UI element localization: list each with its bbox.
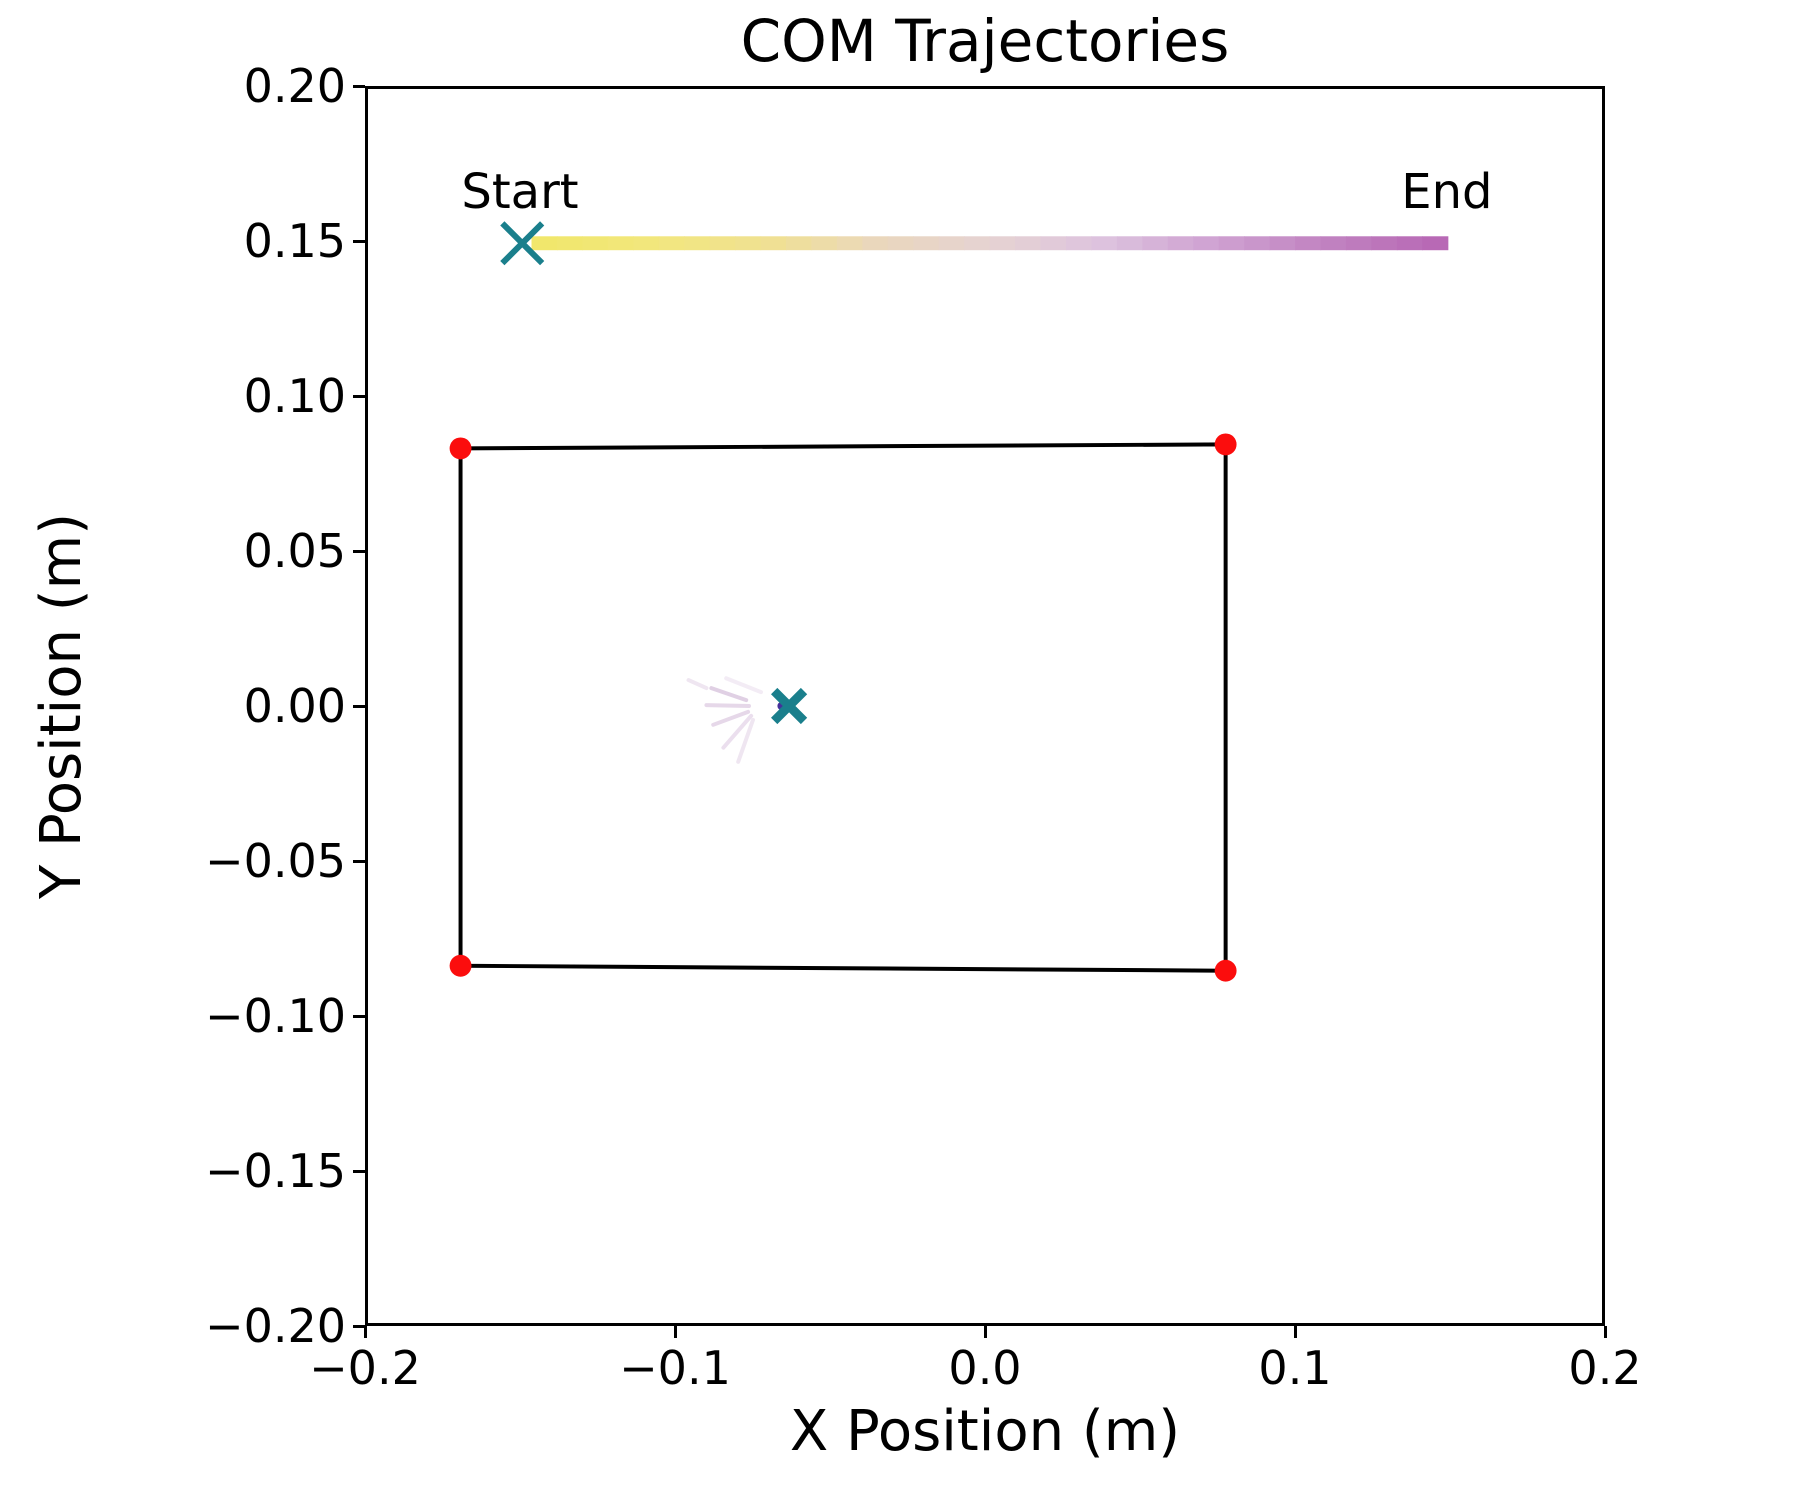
x-tick-mark [1603, 1326, 1607, 1338]
com-trajectory-segment [786, 236, 813, 251]
faint-trajectory [736, 717, 755, 764]
com-trajectory-segment [1015, 236, 1042, 251]
com-trajectory-segment [1345, 236, 1372, 251]
com-trajectory-segment [735, 236, 762, 251]
y-tick-label: −0.20 [205, 1299, 346, 1353]
y-tick-label: −0.10 [205, 989, 346, 1043]
com-trajectory-segment [1244, 236, 1271, 251]
y-axis-label: Y Position (m) [29, 512, 94, 900]
x-tick-label: 0.1 [1258, 1341, 1332, 1395]
com-trajectory-segment [1269, 236, 1296, 251]
x-axis-label: X Position (m) [789, 1399, 1181, 1464]
faint-trajectory [709, 686, 749, 703]
com-trajectory-segment [1396, 236, 1423, 251]
com-trajectory-segment [607, 236, 634, 251]
plot-canvas [449, 221, 1449, 982]
y-tick-label: −0.15 [205, 1144, 346, 1198]
faint-trajectory [711, 709, 751, 727]
x-tick-label: −0.1 [619, 1341, 731, 1395]
y-tick-label: 0.10 [243, 369, 346, 423]
faint-trajectory [686, 678, 709, 691]
start-marker-x [500, 221, 545, 266]
x-tick-mark [363, 1326, 367, 1338]
com-trajectory-segment [1295, 236, 1322, 251]
y-tick-label: −0.05 [205, 834, 346, 888]
support-polygon [458, 442, 1228, 973]
com-trajectory-segment [862, 236, 889, 251]
com-trajectory-segment [684, 236, 711, 251]
com-trajectory-segment [836, 236, 863, 251]
y-tick-mark [353, 704, 365, 708]
x-tick-label: −0.2 [309, 1341, 421, 1395]
center-com-marker-x [771, 687, 808, 725]
y-tick-mark [353, 549, 365, 553]
com-trajectory-segment [1371, 236, 1398, 251]
y-tick-mark [353, 239, 365, 243]
com-trajectory-segment [811, 236, 838, 251]
y-tick-label: 0.05 [243, 524, 346, 578]
faint-trajectory [704, 703, 751, 708]
y-tick-mark [353, 859, 365, 863]
x-tick-label: 0.2 [1568, 1341, 1642, 1395]
com-trajectory-segment [658, 236, 685, 251]
com-trajectory-segment [1320, 236, 1347, 251]
com-trajectory-segment [913, 236, 940, 251]
plot-area [365, 86, 1605, 1326]
chart-title: COM Trajectories [740, 7, 1230, 75]
com-trajectory-segment [531, 236, 558, 251]
start-label: Start [461, 164, 579, 221]
x-tick-mark [1293, 1326, 1297, 1338]
support-corner-point [449, 437, 472, 460]
support-corner-point [1214, 959, 1237, 982]
com-trajectory-segment [582, 236, 609, 251]
com-trajectory-segment [1142, 236, 1169, 251]
y-tick-label: 0.15 [243, 214, 346, 268]
com-trajectory-segment [989, 236, 1016, 251]
y-tick-label: 0.20 [243, 59, 346, 113]
com-trajectory-segment [887, 236, 914, 251]
com-trajectory-segment [1167, 236, 1194, 251]
com-trajectory-segment [1116, 236, 1143, 251]
end-label: End [1401, 164, 1493, 221]
com-trajectory-segment [1218, 236, 1245, 251]
com-trajectory-segment [556, 236, 584, 251]
y-tick-mark [353, 1169, 365, 1173]
y-tick-label: 0.00 [243, 679, 346, 733]
y-tick-mark [353, 84, 365, 88]
x-tick-mark [983, 1326, 987, 1338]
com-trajectory-segment [1040, 236, 1067, 251]
faint-trajectory [724, 676, 764, 695]
com-trajectory-segment [1091, 236, 1118, 251]
support-corner-point [449, 954, 472, 977]
com-trajectory-segment [760, 236, 787, 251]
com-trajectory-segment [1422, 236, 1449, 251]
y-tick-mark [353, 1014, 365, 1018]
x-tick-label: 0.0 [948, 1341, 1022, 1395]
com-trajectory-segment [1193, 236, 1220, 251]
faint-trajectory [721, 713, 754, 750]
com-trajectory-segment [964, 236, 991, 251]
y-tick-mark [353, 394, 365, 398]
com-trajectory-segment [709, 236, 736, 251]
com-trajectory-segment [633, 236, 660, 251]
support-corner-point [1214, 433, 1237, 456]
com-trajectory-segment [1065, 236, 1093, 251]
com-trajectory-segment [938, 236, 965, 251]
x-tick-mark [673, 1326, 677, 1338]
y-tick-mark [353, 1324, 365, 1328]
